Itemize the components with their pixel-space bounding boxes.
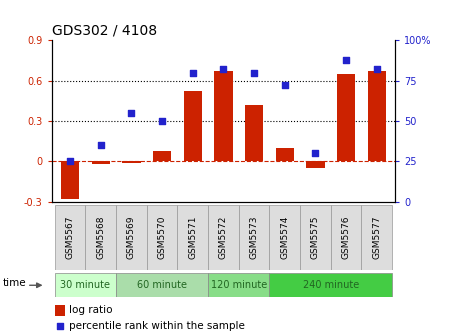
Bar xyxy=(122,161,141,163)
Bar xyxy=(92,161,110,164)
Bar xyxy=(208,205,239,270)
Point xyxy=(189,70,196,75)
Bar xyxy=(116,205,147,270)
Text: GSM5577: GSM5577 xyxy=(372,216,381,259)
Bar xyxy=(269,273,392,297)
Text: time: time xyxy=(3,279,26,289)
Point xyxy=(373,67,380,72)
Bar xyxy=(214,71,233,161)
Text: 240 minute: 240 minute xyxy=(303,280,359,290)
Point xyxy=(158,118,166,124)
Text: percentile rank within the sample: percentile rank within the sample xyxy=(70,321,245,331)
Text: GSM5574: GSM5574 xyxy=(280,216,289,259)
Text: GSM5571: GSM5571 xyxy=(188,216,197,259)
Text: GSM5567: GSM5567 xyxy=(66,216,75,259)
Bar xyxy=(61,161,79,199)
Point xyxy=(97,142,104,148)
Text: 60 minute: 60 minute xyxy=(137,280,187,290)
Point xyxy=(220,67,227,72)
Bar xyxy=(306,161,325,168)
Bar xyxy=(361,205,392,270)
Point xyxy=(312,151,319,156)
Point xyxy=(343,57,350,62)
Point xyxy=(128,110,135,116)
Bar xyxy=(208,273,269,297)
Bar xyxy=(85,205,116,270)
Text: log ratio: log ratio xyxy=(70,305,113,315)
Point xyxy=(251,70,258,75)
Text: GSM5568: GSM5568 xyxy=(96,216,105,259)
Bar xyxy=(184,91,202,161)
Text: GDS302 / 4108: GDS302 / 4108 xyxy=(52,24,157,38)
Text: GSM5576: GSM5576 xyxy=(342,216,351,259)
Text: GSM5569: GSM5569 xyxy=(127,216,136,259)
Text: GSM5572: GSM5572 xyxy=(219,216,228,259)
Bar xyxy=(177,205,208,270)
Bar xyxy=(239,205,269,270)
Bar xyxy=(147,205,177,270)
Point xyxy=(66,159,74,164)
Bar xyxy=(245,105,263,161)
Text: GSM5570: GSM5570 xyxy=(158,216,167,259)
Bar xyxy=(368,71,386,161)
Text: 120 minute: 120 minute xyxy=(211,280,267,290)
Bar xyxy=(55,304,65,316)
Bar xyxy=(55,205,85,270)
Bar xyxy=(269,205,300,270)
Bar xyxy=(55,273,116,297)
Bar xyxy=(276,148,294,161)
Text: GSM5573: GSM5573 xyxy=(250,216,259,259)
Bar xyxy=(153,151,171,161)
Text: 30 minute: 30 minute xyxy=(60,280,110,290)
Bar xyxy=(337,74,355,161)
Point xyxy=(56,323,63,329)
Bar xyxy=(300,205,331,270)
Text: GSM5575: GSM5575 xyxy=(311,216,320,259)
Bar xyxy=(331,205,361,270)
Bar xyxy=(116,273,208,297)
Point xyxy=(281,83,288,88)
